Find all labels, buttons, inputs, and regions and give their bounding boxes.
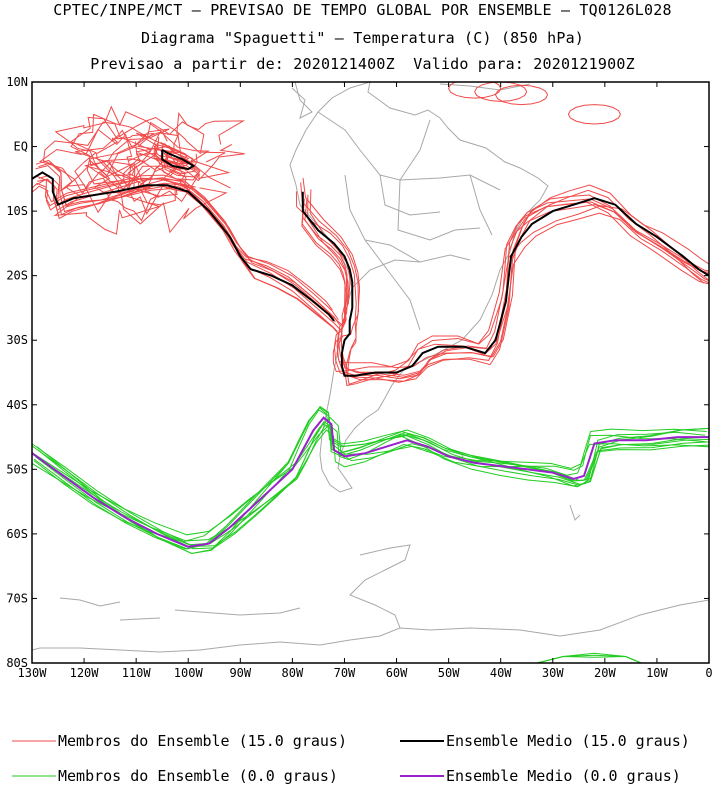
member-line-15 (90, 146, 196, 222)
y-tick-label: 10S (6, 204, 28, 218)
member-line-0 (35, 405, 709, 550)
x-tick-label: 100W (174, 666, 204, 680)
chart-title-line-1: CPTEC/INPE/MCT — PREVISAO DE TEMPO GLOBA… (53, 1, 672, 19)
member-line-15 (474, 82, 528, 102)
x-tick-label: 80W (282, 666, 304, 680)
member-line-15 (302, 184, 709, 376)
member-line-15 (167, 112, 246, 182)
member-line-15 (70, 116, 180, 190)
chart-legend: Membros do Ensemble (15.0 graus) Ensemble… (12, 732, 690, 785)
member-line-15 (86, 132, 187, 215)
x-tick-label: 30W (542, 666, 564, 680)
y-tick-label: 10N (6, 75, 28, 89)
y-tick-label: 40S (6, 398, 28, 412)
chart-title-line-2: Diagrama "Spaguetti" — Temperatura (C) (… (140, 29, 585, 47)
member-line-15 (567, 104, 621, 125)
member-line-0 (32, 429, 709, 546)
member-line-15 (117, 153, 231, 234)
map-land-outlines (32, 82, 709, 653)
y-tick-label: 30S (6, 333, 28, 347)
member-line-15 (53, 162, 161, 235)
member-line-15 (301, 206, 709, 373)
x-tick-label: 110W (122, 666, 152, 680)
spaghetti-lines (32, 82, 709, 663)
legend-label: Ensemble Medio (15.0 graus) (446, 732, 690, 750)
y-tick-label: 60S (6, 527, 28, 541)
x-tick-label: 90W (229, 666, 251, 680)
mean-line-15 (301, 191, 709, 377)
member-line-0 (32, 416, 707, 536)
member-line-15 (32, 178, 338, 333)
x-tick-label: 20W (594, 666, 616, 680)
member-line-15 (36, 177, 339, 321)
member-line-0 (32, 424, 706, 542)
antarctica-coastline (32, 544, 709, 653)
y-tick-label: 80S (6, 656, 28, 670)
plot-frame (31, 81, 710, 664)
member-line-15 (54, 105, 168, 173)
member-line-15 (448, 82, 502, 99)
axis-ticks: 130W 120W 110W 100W 90W 80W 70W 60W 50W 40W 30W 20W… (6, 75, 712, 680)
member-line-15 (106, 121, 231, 203)
member-line-0 (536, 655, 642, 663)
legend-label: Membros do Ensemble (0.0 graus) (58, 767, 338, 785)
x-tick-label: 10W (646, 666, 668, 680)
member-line-15 (35, 165, 342, 331)
member-line-15 (302, 177, 709, 369)
member-line-15 (38, 162, 333, 311)
y-tick-label: EQ (14, 140, 28, 154)
member-line-15 (309, 189, 709, 378)
member-line-15 (42, 121, 152, 195)
x-tick-label: 70W (334, 666, 356, 680)
y-tick-label: 20S (6, 269, 28, 283)
member-line-0 (33, 406, 709, 550)
mean-line-15 (32, 171, 335, 322)
member-line-0 (33, 424, 709, 543)
x-tick-label: 130W (18, 666, 48, 680)
member-line-15 (307, 194, 709, 383)
x-tick-label: 120W (70, 666, 100, 680)
mean-line-15 (161, 148, 196, 171)
member-line-15 (295, 191, 709, 385)
central-america-coastline (291, 82, 531, 119)
member-line-0 (37, 409, 709, 555)
x-tick-label: 60W (386, 666, 408, 680)
y-tick-label: 50S (6, 462, 28, 476)
south-america-coastline (289, 82, 549, 493)
x-tick-label: 50W (438, 666, 460, 680)
mean-line-0 (32, 416, 709, 548)
member-line-15 (95, 116, 202, 192)
legend-label: Membros do Ensemble (15.0 graus) (58, 732, 347, 750)
country-borders (317, 111, 501, 331)
legend-label: Ensemble Medio (0.0 graus) (446, 767, 681, 785)
member-line-15 (494, 84, 549, 106)
chart-title-line-3: Previsao a partir de: 2020121400Z Valido… (90, 55, 635, 73)
x-tick-label: 0 (705, 666, 712, 680)
y-tick-label: 70S (6, 591, 28, 605)
x-tick-label: 40W (490, 666, 512, 680)
member-line-0 (32, 423, 709, 550)
antarctic-islands (59, 454, 581, 621)
